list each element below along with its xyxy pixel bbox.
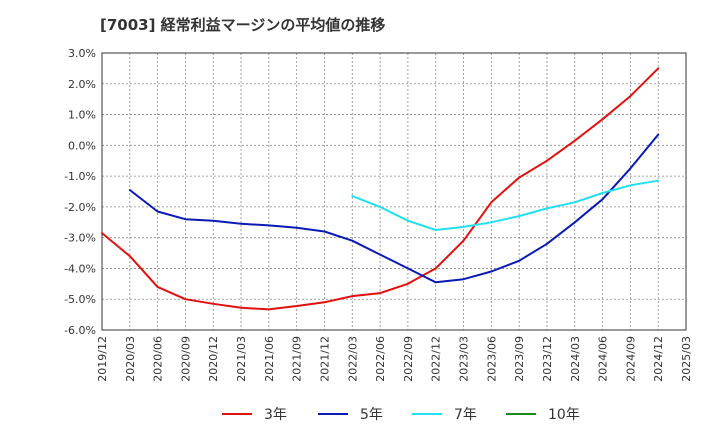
x-tick-label: 2020/09 — [179, 336, 192, 382]
x-tick-label: 2021/06 — [263, 336, 276, 382]
y-tick-label: -3.0% — [64, 232, 96, 245]
x-tick-label: 2019/12 — [96, 336, 109, 382]
y-tick-label: 1.0% — [68, 109, 96, 122]
y-tick-label: -4.0% — [64, 262, 96, 275]
x-tick-label: 2024/06 — [597, 336, 610, 382]
x-tick-label: 2022/09 — [402, 336, 415, 382]
x-tick-label: 2020/06 — [152, 336, 165, 382]
y-tick-label: 3.0% — [68, 47, 96, 60]
y-tick-label: -1.0% — [64, 170, 96, 183]
y-tick-label: -5.0% — [64, 293, 96, 306]
x-tick-label: 2024/12 — [652, 336, 665, 382]
x-tick-label: 2024/09 — [624, 336, 637, 382]
x-tick-label: 2021/12 — [318, 336, 331, 382]
series-line-2 — [351, 179, 660, 231]
plot-border — [101, 52, 687, 331]
legend-label-0: 3年 — [264, 407, 287, 423]
x-tick-label: 2025/03 — [680, 336, 693, 382]
y-tick-label: -6.0% — [64, 324, 96, 337]
x-tick-label: 2022/12 — [430, 336, 443, 382]
x-tick-label: 2023/09 — [513, 336, 526, 382]
series-line-1 — [128, 133, 660, 284]
y-tick-label: 2.0% — [68, 78, 96, 91]
y-tick-label: 0.0% — [68, 139, 96, 152]
x-tick-label: 2023/06 — [485, 336, 498, 382]
chart-title: [7003] 経常利益マージンの平均値の推移 — [100, 16, 386, 34]
x-tick-label: 2021/03 — [235, 336, 248, 382]
y-tick-label: -2.0% — [64, 201, 96, 214]
x-tick-label: 2022/06 — [374, 336, 387, 382]
legend-label-1: 5年 — [360, 407, 383, 423]
legend-label-2: 7年 — [454, 407, 477, 423]
x-tick-label: 2020/12 — [207, 336, 220, 382]
x-tick-label: 2023/03 — [458, 336, 471, 382]
plot-area — [102, 53, 686, 330]
x-tick-label: 2023/12 — [541, 336, 554, 382]
x-tick-label: 2020/03 — [124, 336, 137, 382]
x-tick-label: 2024/03 — [569, 336, 582, 382]
x-tick-label: 2022/03 — [346, 336, 359, 382]
x-tick-label: 2021/09 — [291, 336, 304, 382]
series-line-0 — [101, 67, 660, 311]
legend-label-3: 10年 — [548, 407, 580, 423]
